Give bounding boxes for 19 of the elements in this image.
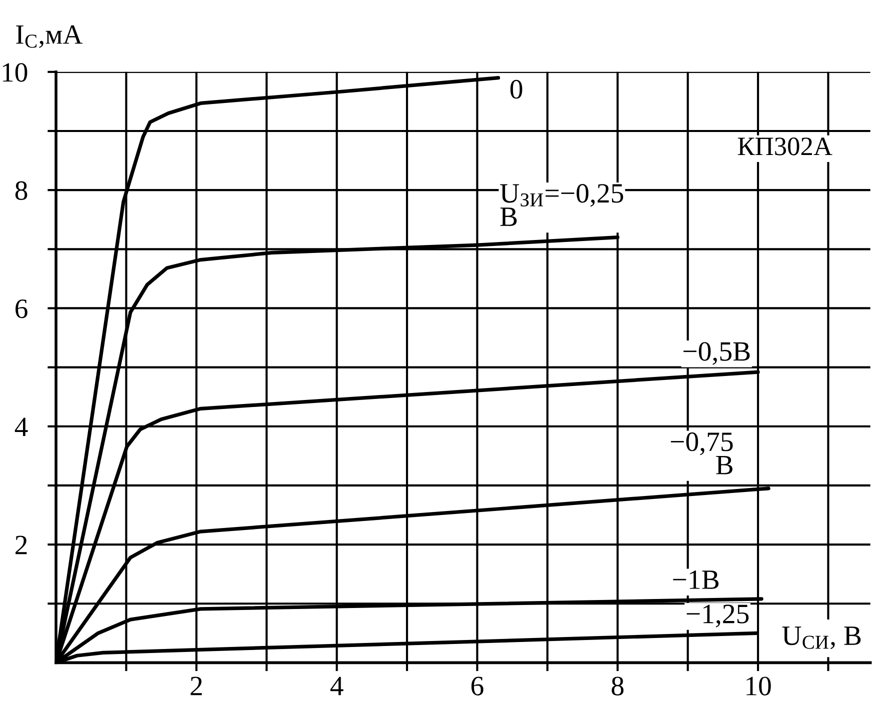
y-tick-label: 6 — [16, 299, 28, 318]
series-label: −0,75 В — [670, 432, 733, 474]
series-label: −0,5В — [684, 342, 750, 365]
y-tick-label: 4 — [14, 418, 28, 436]
x-tick-label: 6 — [471, 676, 484, 696]
y-axis-title: I$_{С}$,мА — [16, 25, 83, 48]
y-tick-label: 8 — [15, 181, 28, 200]
y-tick-label: 10 — [2, 63, 28, 82]
x-axis-title: U$_{СИ}$, В — [782, 626, 861, 650]
x-tick-label: 10 — [746, 676, 771, 696]
y-tick-label: 2 — [16, 536, 27, 554]
series-label: −1,25 — [686, 604, 749, 628]
x-tick-label: 2 — [190, 676, 202, 696]
x-tick-label: 8 — [612, 676, 624, 696]
series-label: −1В — [673, 570, 718, 589]
annotation: КП302А — [738, 138, 832, 156]
series-label: U$_{ЗИ}$=−0,25 В — [500, 184, 624, 226]
series-label: 0 — [510, 80, 522, 99]
x-tick-label: 4 — [330, 676, 344, 696]
